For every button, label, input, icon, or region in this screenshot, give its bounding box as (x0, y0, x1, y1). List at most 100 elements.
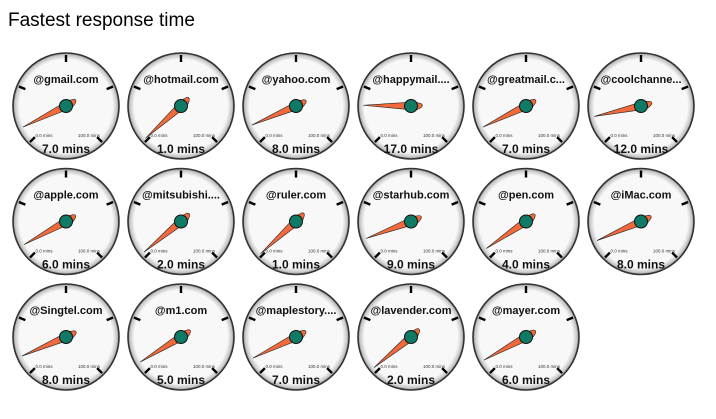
gauge-tick (133, 316, 141, 322)
gauge-tick (441, 251, 448, 259)
gauge-max-label: 100.0 mins (78, 364, 101, 369)
gauge-tick (441, 136, 448, 143)
gauge-min-label: 0.0 mins (495, 249, 513, 254)
gauge-tick (604, 251, 611, 259)
gauge-value: 12.0 mins (614, 142, 669, 156)
gauge-tick (144, 367, 151, 374)
gauge-tick (363, 200, 371, 206)
gauge-value: 2.0 mins (157, 258, 205, 272)
gauge-value: 7.0 mins (502, 142, 550, 156)
gauge-max-label: 100.0 mins (653, 249, 676, 254)
gauge-tick (489, 251, 496, 259)
gauge-min-label: 0.0 mins (495, 364, 513, 369)
gauge-tick (374, 251, 381, 259)
gauge-max-label: 100.0 mins (193, 249, 216, 254)
gauge-tick (326, 251, 333, 259)
gauge: @mitsubishi.... 0.0 mins 100.0 mins 2.0 min… (127, 167, 235, 276)
needle-hub (174, 214, 188, 229)
gauge-tick (211, 136, 218, 143)
gauge-tick (96, 367, 103, 374)
needle-hub (404, 214, 418, 229)
gauge-max-label: 100.0 mins (308, 133, 331, 138)
gauge-min-label: 0.0 mins (150, 249, 168, 254)
gauge-tick (556, 136, 563, 143)
gauge: @coolchanne... 0.0 mins 100.0 mins 12.0 min… (587, 52, 695, 160)
gauge-tick (133, 85, 141, 91)
gauge-min-label: 0.0 mins (495, 133, 513, 138)
gauge: @gmail.com 0.0 mins 100.0 mins 7.0 mins (12, 52, 120, 160)
needle-hub (59, 214, 73, 229)
gauge-tick (106, 200, 114, 206)
gauge-min-label: 0.0 mins (610, 249, 628, 254)
gauge-max-label: 100.0 mins (538, 249, 561, 254)
gauge-tick (326, 136, 333, 143)
gauge-max-label: 100.0 mins (423, 364, 446, 369)
gauge-tick (106, 85, 114, 91)
gauge-name: @m1.com (155, 305, 208, 317)
gauge-min-label: 0.0 mins (150, 133, 168, 138)
gauge-tick (96, 251, 103, 259)
gauge-tick (593, 85, 601, 91)
gauge-tick (489, 367, 496, 374)
gauge-tick (451, 200, 459, 206)
gauge-tick (681, 85, 689, 91)
gauge-tick (478, 200, 486, 206)
gauge-tick (336, 316, 344, 322)
needle-hub (519, 330, 533, 344)
gauge-tick (221, 316, 229, 322)
gauge-tick (259, 367, 266, 374)
needle-hub (634, 99, 648, 113)
needle-hub (59, 99, 73, 113)
gauge-tick (18, 316, 26, 322)
gauge-name: @greatmail.c... (487, 74, 565, 86)
gauge: @Singtel.com 0.0 mins 100.0 mins 8.0 mins (12, 283, 120, 391)
gauge-tick (144, 136, 151, 143)
gauge-tick (133, 200, 141, 206)
needle-hub (174, 99, 188, 113)
gauge-max-label: 100.0 mins (653, 133, 676, 138)
gauge-value: 8.0 mins (272, 142, 320, 156)
gauge-tick (221, 85, 229, 91)
gauge-min-label: 0.0 mins (265, 249, 283, 254)
needle-hub (59, 330, 73, 344)
gauge-tick (671, 136, 678, 143)
needle-hub (289, 330, 303, 344)
gauge: @iMac.com 0.0 mins 100.0 mins 8.0 mins (587, 167, 695, 276)
gauge-max-label: 100.0 mins (78, 249, 101, 254)
gauge-tick (326, 367, 333, 374)
gauge-tick (336, 200, 344, 206)
gauge: @lavender.com 0.0 mins 100.0 mins 2.0 mins (357, 283, 465, 391)
gauge: @pen.com 0.0 mins 100.0 mins 4.0 mins (472, 167, 580, 276)
gauge-tick (221, 200, 229, 206)
gauge-tick (18, 85, 26, 91)
gauge-min-label: 0.0 mins (380, 133, 398, 138)
gauge-tick (248, 200, 256, 206)
gauge-tick (441, 367, 448, 374)
gauge-tick (566, 85, 574, 91)
gauge-min-label: 0.0 mins (35, 133, 53, 138)
gauge-tick (478, 316, 486, 322)
needle-hub (289, 214, 303, 229)
gauge-tick (106, 316, 114, 322)
gauge-max-label: 100.0 mins (78, 133, 101, 138)
gauge-tick (451, 85, 459, 91)
gauge-tick (211, 251, 218, 259)
gauge: @happymail.... 0.0 mins 100.0 mins 17.0 min… (357, 52, 465, 160)
gauge-name: @mitsubishi.... (142, 190, 220, 202)
gauge-min-label: 0.0 mins (380, 364, 398, 369)
gauge-min-label: 0.0 mins (35, 364, 53, 369)
gauge-tick (336, 85, 344, 91)
gauge: @apple.com 0.0 mins 100.0 mins 6.0 mins (12, 167, 120, 276)
gauge-tick (29, 251, 36, 259)
page-title: Fastest response time (8, 10, 195, 31)
gauge-value: 6.0 mins (42, 258, 90, 272)
gauge-tick (374, 367, 381, 374)
gauge-tick (248, 316, 256, 322)
gauge: @maplestory.... 0.0 mins 100.0 mins 7.0 min… (242, 283, 350, 391)
gauge-tick (363, 316, 371, 322)
gauge-tick (29, 136, 36, 143)
needle-hub (289, 99, 303, 113)
gauge-max-label: 100.0 mins (538, 364, 561, 369)
gauge-min-label: 0.0 mins (150, 364, 168, 369)
